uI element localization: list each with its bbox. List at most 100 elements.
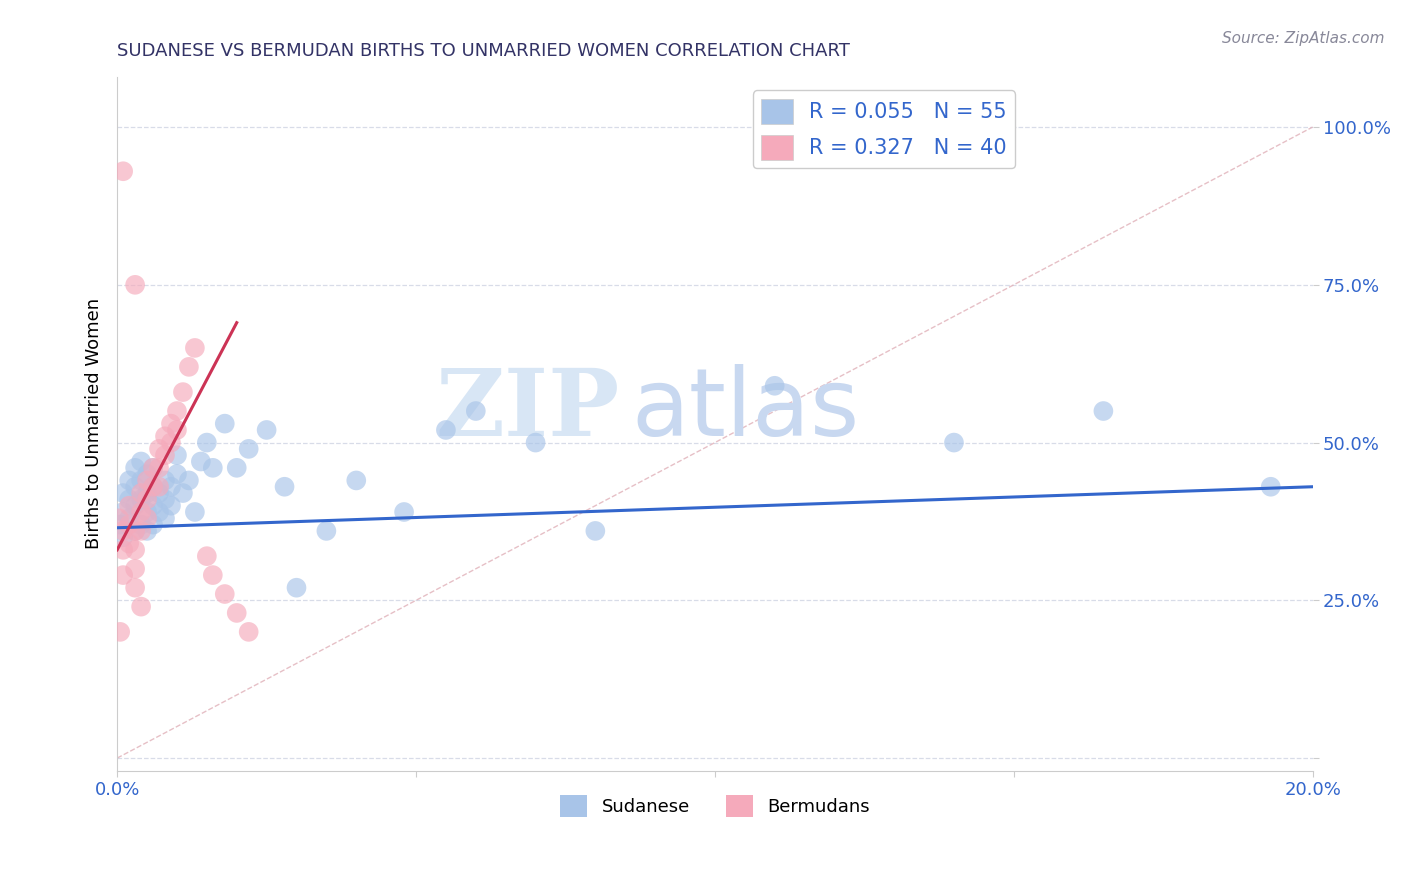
Point xyxy=(172,385,194,400)
Point xyxy=(392,505,415,519)
Point xyxy=(201,568,224,582)
Point xyxy=(225,606,247,620)
Point xyxy=(177,474,200,488)
Point xyxy=(124,480,146,494)
Point xyxy=(184,341,207,355)
Point xyxy=(148,460,170,475)
Point xyxy=(118,492,141,507)
Point xyxy=(160,435,183,450)
Point xyxy=(177,359,200,374)
Point xyxy=(256,423,278,437)
Point xyxy=(142,460,165,475)
Point xyxy=(583,524,606,538)
Point xyxy=(1092,404,1115,418)
Point xyxy=(118,499,141,513)
Legend: Sudanese, Bermudans: Sudanese, Bermudans xyxy=(553,788,877,824)
Point xyxy=(108,517,131,532)
Point xyxy=(124,524,146,538)
Point xyxy=(124,524,146,538)
Point xyxy=(195,435,218,450)
Point xyxy=(112,486,135,500)
Point xyxy=(108,511,131,525)
Point xyxy=(153,429,176,443)
Point xyxy=(129,474,152,488)
Point xyxy=(129,517,152,532)
Point xyxy=(136,492,159,507)
Point xyxy=(153,492,176,507)
Point xyxy=(190,454,212,468)
Point xyxy=(118,536,141,550)
Point xyxy=(763,378,786,392)
Point xyxy=(344,474,367,488)
Point xyxy=(142,499,165,513)
Point xyxy=(166,467,188,482)
Point xyxy=(136,524,159,538)
Point xyxy=(184,505,207,519)
Point xyxy=(129,599,152,614)
Point xyxy=(238,442,260,456)
Text: ZIP: ZIP xyxy=(434,365,619,455)
Point xyxy=(129,454,152,468)
Point xyxy=(142,480,165,494)
Point xyxy=(142,517,165,532)
Point xyxy=(124,277,146,292)
Text: SUDANESE VS BERMUDAN BIRTHS TO UNMARRIED WOMEN CORRELATION CHART: SUDANESE VS BERMUDAN BIRTHS TO UNMARRIED… xyxy=(117,42,851,60)
Point xyxy=(148,505,170,519)
Point xyxy=(129,492,152,507)
Point xyxy=(148,486,170,500)
Point xyxy=(112,542,135,557)
Point xyxy=(112,568,135,582)
Y-axis label: Births to Unmarried Women: Births to Unmarried Women xyxy=(86,298,103,549)
Point xyxy=(129,486,152,500)
Point xyxy=(524,435,547,450)
Point xyxy=(238,624,260,639)
Point xyxy=(214,417,236,431)
Point xyxy=(142,460,165,475)
Point xyxy=(129,524,152,538)
Point xyxy=(148,442,170,456)
Point xyxy=(124,499,146,513)
Point xyxy=(112,524,135,538)
Point xyxy=(112,505,135,519)
Point xyxy=(195,549,218,563)
Point xyxy=(124,562,146,576)
Point xyxy=(112,164,135,178)
Point xyxy=(160,417,183,431)
Point xyxy=(153,448,176,462)
Point xyxy=(166,448,188,462)
Text: Source: ZipAtlas.com: Source: ZipAtlas.com xyxy=(1222,31,1385,46)
Point xyxy=(172,486,194,500)
Point xyxy=(148,480,170,494)
Point xyxy=(315,524,337,538)
Point xyxy=(136,486,159,500)
Point xyxy=(285,581,308,595)
Point xyxy=(136,467,159,482)
Point xyxy=(166,423,188,437)
Point xyxy=(214,587,236,601)
Point xyxy=(142,480,165,494)
Point xyxy=(942,435,965,450)
Point xyxy=(434,423,457,437)
Point xyxy=(153,474,176,488)
Point xyxy=(153,511,176,525)
Point xyxy=(225,460,247,475)
Point xyxy=(160,499,183,513)
Point xyxy=(124,460,146,475)
Point xyxy=(118,511,141,525)
Point xyxy=(166,404,188,418)
Point xyxy=(112,530,135,544)
Point xyxy=(118,517,141,532)
Point xyxy=(273,480,295,494)
Point xyxy=(108,624,131,639)
Point xyxy=(129,505,152,519)
Point xyxy=(1260,480,1282,494)
Point xyxy=(136,474,159,488)
Text: atlas: atlas xyxy=(631,364,859,456)
Point xyxy=(136,505,159,519)
Point xyxy=(464,404,486,418)
Point xyxy=(124,542,146,557)
Point xyxy=(118,474,141,488)
Point xyxy=(201,460,224,475)
Point xyxy=(124,581,146,595)
Point xyxy=(160,480,183,494)
